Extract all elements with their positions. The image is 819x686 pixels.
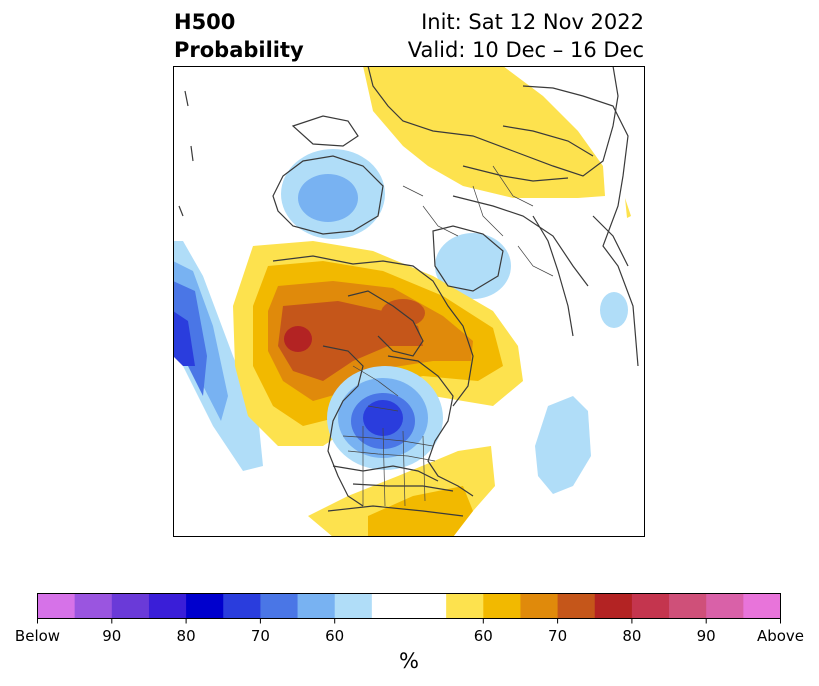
colorbar-frame [37,593,781,619]
chart-title-left: H500 Probability [174,8,304,64]
colorbar-cell [334,593,373,619]
colorbar-cell [409,593,447,619]
chart-title-right: Init: Sat 12 Nov 2022 Valid: 10 Dec – 16… [408,8,644,64]
colorbar-cell [594,593,633,619]
colorbar-tick-label: 90 [696,627,716,645]
probability-map [173,66,645,537]
below-anomaly-north [281,149,385,239]
colorbar-cell [669,593,707,619]
colorbar-cells [37,593,781,619]
colorbar-tick-label: 90 [102,627,122,645]
above-anomaly-alaska [233,241,523,446]
title-variable: H500 [174,10,236,34]
colorbar-tick-label: 80 [176,627,196,645]
colorbar-cell [74,593,113,619]
below-anomaly-atlantic [535,396,591,494]
political-borders [342,165,554,507]
colorbar-cell [297,593,336,619]
colorbar-cell [223,593,261,619]
title-init-date: Init: Sat 12 Nov 2022 [421,10,644,34]
colorbar-tick-label: 70 [250,627,270,645]
colorbar [37,593,781,624]
colorbar-cell [520,593,559,619]
below-anomaly-canada [327,366,443,470]
colorbar-cell [631,593,670,619]
below-anomaly-siberia [435,233,628,328]
colorbar-ticks [37,618,781,624]
colorbar-cell [37,593,76,619]
above-anomaly-siberia [363,66,631,218]
colorbar-cell [706,593,744,619]
below-anomaly-west [173,241,263,471]
colorbar-cell [483,593,521,619]
colorbar-tick-label: Above [756,627,805,645]
title-valid-range: Valid: 10 Dec – 16 Dec [407,38,644,62]
colorbar-cell [743,593,781,619]
colorbar-tick-label: 60 [325,627,345,645]
colorbar-cell [111,593,150,619]
colorbar-tick-label: Below [14,627,61,645]
colorbar-cell [186,593,224,619]
colorbar-cell [371,593,410,619]
colorbar-cell [260,593,299,619]
coastlines [178,66,639,517]
colorbar-tick-label: 80 [622,627,642,645]
colorbar-tick-label: 70 [548,627,568,645]
colorbar-cell [446,593,484,619]
colorbar-cell [557,593,596,619]
colorbar-cell [148,593,187,619]
colorbar-unit: % [399,649,419,673]
title-product: Probability [174,38,304,62]
colorbar-tick-label: 60 [473,627,493,645]
